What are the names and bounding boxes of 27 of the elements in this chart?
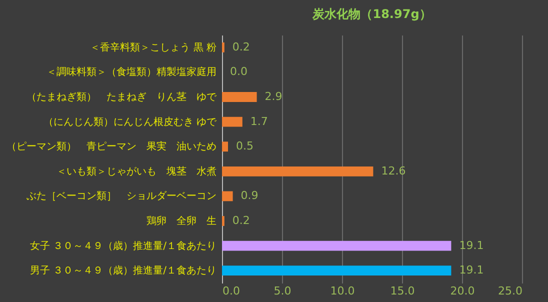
data-label: 1.7: [250, 114, 268, 128]
y-tick-label: （にんじん類）にんじん根皮むき ゆで: [43, 116, 218, 128]
x-tick-label: 15.0: [390, 284, 415, 298]
data-label: 0.2: [232, 214, 250, 227]
y-tick-label: ＜いも類＞じゃがいも 塊茎 水煮: [56, 165, 216, 178]
data-label: 0.2: [232, 40, 250, 54]
data-label: 19.1: [459, 238, 484, 252]
data-label: 12.6: [381, 164, 406, 178]
chart-title: 炭水化物（18.97g）: [312, 7, 432, 21]
y-tick-label: 女子 ３０～４９（歳）推進量/１食あたり: [30, 240, 216, 252]
data-label: 19.1: [459, 264, 484, 277]
x-tick-label: 20.0: [450, 284, 475, 298]
data-label: 0.9: [240, 189, 258, 202]
x-tick-label: 5.0: [274, 284, 292, 298]
y-tick-label: 男子 ３０～４９（歳）推進量/１食あたり: [30, 264, 216, 277]
y-tick-label: ＜香辛料類＞こしょう 黒 粉: [90, 41, 216, 54]
data-label: 0.0: [230, 65, 248, 78]
data-label: 0.5: [236, 140, 254, 153]
x-tick-label: 25.0: [498, 284, 522, 298]
data-label: 2.9: [264, 90, 282, 103]
y-tick-label: （ピーマン類） 青ピーマン 果実 油いため: [6, 140, 216, 153]
y-tick-label: 鶏卵 全卵 生: [146, 215, 216, 227]
x-tick-label: 0.0: [222, 284, 240, 298]
y-tick-label: ＜調味料類＞（食塩類）精製塩家庭用: [46, 66, 216, 78]
x-tick-label: 10.0: [330, 284, 355, 298]
y-tick-label: ぶた［ベーコン類］ ショルダーベーコン: [26, 190, 216, 202]
y-tick-label: （たまねぎ類） たまねぎ りん茎 ゆで: [26, 91, 218, 103]
